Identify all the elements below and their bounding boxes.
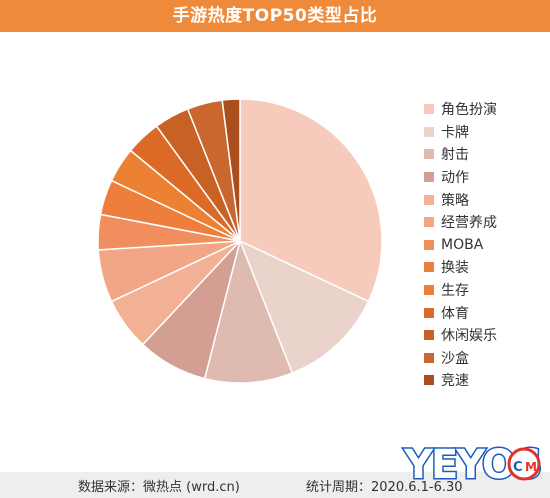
legend-label: 沙盒 [441, 350, 469, 367]
footer-bar [0, 472, 550, 498]
legend-swatch [424, 149, 434, 160]
legend-swatch [424, 172, 434, 183]
legend-label: 生存 [441, 283, 469, 300]
legend-item-8: 换装 [424, 256, 550, 279]
legend-swatch [424, 217, 434, 228]
legend-swatch [424, 352, 434, 363]
pie-slice-2 [238, 239, 370, 375]
legend-item-5: 策略 [424, 188, 550, 211]
legend-label: 射击 [441, 147, 469, 164]
pie-slice-13 [221, 98, 241, 242]
legend-item-9: 生存 [424, 279, 550, 302]
legend-swatch [424, 126, 434, 137]
data-source-text: 数据来源：微热点 (wrd.cn) [78, 480, 240, 495]
pie-slice-1 [239, 98, 383, 303]
title-bar [0, 0, 550, 32]
watermark-suffix: C [513, 460, 523, 475]
legend-item-2: 卡牌 [424, 121, 550, 144]
legend-swatch [424, 375, 434, 386]
legend-swatch [424, 239, 434, 250]
site-watermark-logo: YEYO6 C M [402, 441, 544, 490]
legend-label: 休闲娱乐 [441, 328, 497, 345]
legend-label: 经营养成 [441, 215, 497, 232]
legend-swatch [424, 194, 434, 205]
pie-slice-3 [203, 238, 294, 384]
legend-item-3: 射击 [424, 143, 550, 166]
legend-label: 体育 [441, 305, 469, 322]
legend-swatch [424, 307, 434, 318]
legend-item-4: 动作 [424, 166, 550, 189]
legend-swatch [424, 330, 434, 341]
statistics-period-text: 统计周期：2020.6.1-6.30 [306, 480, 463, 495]
legend-label: MOBA [441, 236, 484, 253]
legend-swatch [424, 104, 434, 115]
legend-label: 卡牌 [441, 124, 469, 141]
legend-label: 换装 [441, 260, 469, 277]
legend-item-1: 角色扮演 [424, 98, 550, 121]
legend-item-12: 沙盒 [424, 347, 550, 370]
watermark-suffix-2: M [525, 460, 537, 474]
legend-item-10: 体育 [424, 301, 550, 324]
legend-label: 策略 [441, 192, 469, 209]
legend-item-11: 休闲娱乐 [424, 324, 550, 347]
legend-swatch [424, 285, 434, 296]
watermark-ring [507, 447, 541, 481]
pie-chart [97, 98, 383, 384]
legend-swatch [424, 262, 434, 273]
chart-legend: 角色扮演卡牌射击动作策略经营养成 MOBA 换装生存体育休闲娱乐沙盒竞速 [424, 98, 550, 392]
legend-item-7: MOBA [424, 234, 550, 257]
legend-label: 竞速 [441, 373, 469, 390]
legend-label: 动作 [441, 170, 469, 187]
pie-slices [97, 98, 383, 384]
legend-label: 角色扮演 [441, 102, 497, 119]
legend-item-6: 经营养成 [424, 211, 550, 234]
legend-item-13: 竞速 [424, 369, 550, 392]
chart-title: 手游热度TOP50类型占比 [172, 6, 378, 26]
